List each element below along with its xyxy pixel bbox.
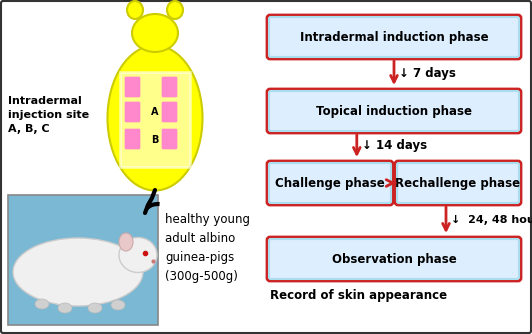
FancyBboxPatch shape <box>269 91 519 131</box>
FancyBboxPatch shape <box>162 129 177 149</box>
FancyBboxPatch shape <box>395 161 521 205</box>
Text: B: B <box>151 135 159 145</box>
Text: ↓ 14 days: ↓ 14 days <box>362 140 427 153</box>
Ellipse shape <box>88 303 102 313</box>
Ellipse shape <box>127 1 143 19</box>
FancyBboxPatch shape <box>269 239 519 279</box>
Text: Intradermal
injection site
A, B, C: Intradermal injection site A, B, C <box>8 96 89 134</box>
FancyBboxPatch shape <box>120 72 190 167</box>
FancyBboxPatch shape <box>125 129 140 149</box>
Ellipse shape <box>107 45 203 190</box>
Ellipse shape <box>132 14 178 52</box>
Text: A: A <box>151 107 159 117</box>
FancyBboxPatch shape <box>267 161 393 205</box>
FancyBboxPatch shape <box>397 163 519 203</box>
FancyBboxPatch shape <box>8 195 158 325</box>
FancyBboxPatch shape <box>125 102 140 122</box>
Text: Rechallenge phase: Rechallenge phase <box>395 176 521 189</box>
Ellipse shape <box>119 237 157 273</box>
FancyBboxPatch shape <box>162 77 177 97</box>
Text: Challenge phase: Challenge phase <box>275 176 385 189</box>
Text: Record of skin appearance: Record of skin appearance <box>270 290 447 303</box>
Text: Observation phase: Observation phase <box>331 253 456 266</box>
Text: ↓ 7 days: ↓ 7 days <box>399 67 456 80</box>
Ellipse shape <box>167 1 183 19</box>
Text: ↓  24, 48 hours: ↓ 24, 48 hours <box>451 215 532 225</box>
FancyBboxPatch shape <box>267 89 521 133</box>
Text: Topical induction phase: Topical induction phase <box>316 105 472 118</box>
FancyBboxPatch shape <box>267 15 521 59</box>
Ellipse shape <box>13 238 143 306</box>
FancyBboxPatch shape <box>269 163 391 203</box>
FancyBboxPatch shape <box>162 102 177 122</box>
Ellipse shape <box>119 233 133 251</box>
FancyBboxPatch shape <box>267 237 521 281</box>
FancyBboxPatch shape <box>125 77 140 97</box>
Ellipse shape <box>111 300 125 310</box>
Text: healthy young
adult albino
guinea-pigs
(300g-500g): healthy young adult albino guinea-pigs (… <box>165 213 250 283</box>
Text: Intradermal induction phase: Intradermal induction phase <box>300 30 488 43</box>
Ellipse shape <box>58 303 72 313</box>
FancyBboxPatch shape <box>269 17 519 57</box>
Ellipse shape <box>35 299 49 309</box>
